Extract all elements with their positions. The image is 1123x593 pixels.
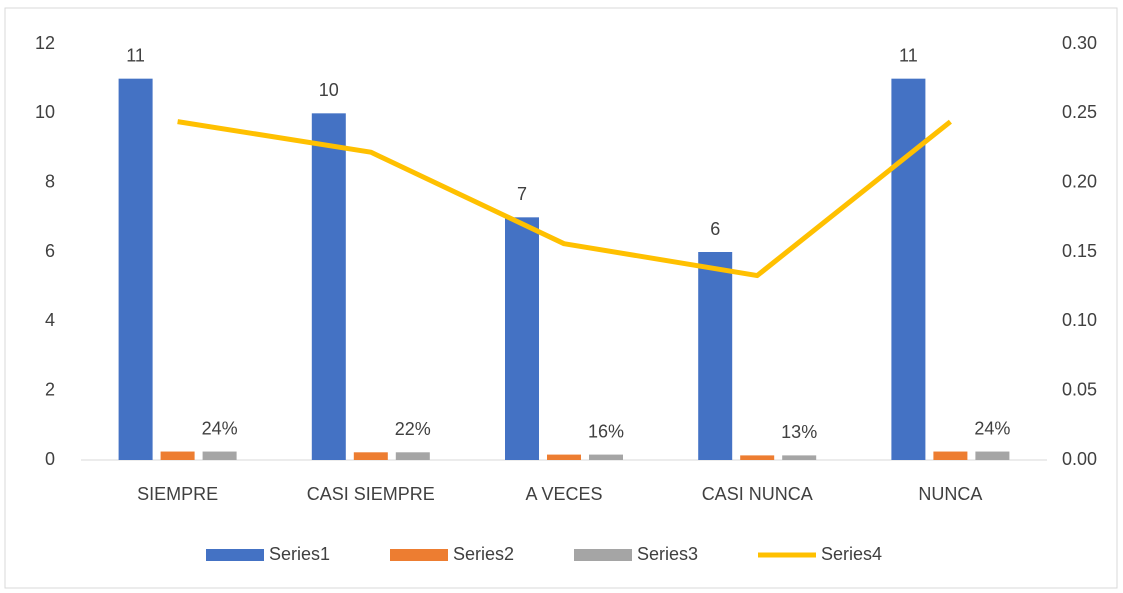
y-tick-label: 12 — [35, 33, 55, 53]
data-label: 16% — [588, 421, 624, 441]
bar — [118, 78, 153, 461]
bar — [353, 452, 388, 460]
legend-label: Series1 — [269, 544, 330, 564]
data-label: 7 — [517, 184, 527, 204]
x-tick-label: CASI NUNCA — [702, 484, 813, 504]
x-tick-label: CASI SIEMPRE — [307, 484, 435, 504]
legend-swatch — [206, 549, 264, 561]
chart-border — [4, 7, 1118, 589]
bar — [505, 217, 539, 460]
data-label: 24% — [974, 418, 1010, 438]
data-label: 11 — [126, 45, 145, 65]
x-tick-label: SIEMPRE — [137, 484, 218, 504]
x-tick-label: A VECES — [525, 484, 602, 504]
data-label: 11 — [899, 45, 918, 65]
y2-tick-label: 0.25 — [1062, 102, 1097, 122]
y2-tick-label: 0.00 — [1062, 449, 1097, 469]
bar — [891, 78, 926, 461]
bar — [975, 451, 1010, 460]
legend-label: Series4 — [821, 544, 882, 564]
bar — [589, 454, 623, 460]
y-tick-label: 6 — [45, 241, 55, 261]
data-label: 10 — [319, 80, 339, 100]
y2-tick-label: 0.30 — [1062, 33, 1097, 53]
legend-swatch — [390, 549, 448, 561]
bar — [547, 454, 581, 460]
y2-tick-label: 0.10 — [1062, 310, 1097, 330]
y2-tick-label: 0.20 — [1062, 171, 1097, 191]
bar — [698, 252, 733, 460]
data-label: 22% — [395, 419, 431, 439]
data-label: 13% — [781, 422, 817, 442]
y2-tick-label: 0.05 — [1062, 379, 1097, 399]
y2-tick-label: 0.15 — [1062, 241, 1097, 261]
bar — [740, 455, 775, 460]
y-tick-label: 2 — [45, 379, 55, 399]
x-tick-label: NUNCA — [918, 484, 982, 504]
data-label: 24% — [202, 418, 238, 438]
bar — [202, 451, 237, 460]
legend-swatch — [574, 549, 632, 561]
legend-label: Series2 — [453, 544, 514, 564]
y-tick-label: 4 — [45, 310, 55, 330]
y-tick-label: 8 — [45, 171, 55, 191]
bar — [311, 113, 346, 460]
line-series — [177, 119, 952, 279]
bar — [395, 452, 430, 460]
y-tick-label: 0 — [45, 449, 55, 469]
bar — [782, 455, 817, 460]
y-tick-label: 10 — [35, 102, 55, 122]
bar — [933, 451, 968, 460]
data-label: 6 — [710, 219, 720, 239]
bar — [160, 451, 195, 460]
legend-label: Series3 — [637, 544, 698, 564]
